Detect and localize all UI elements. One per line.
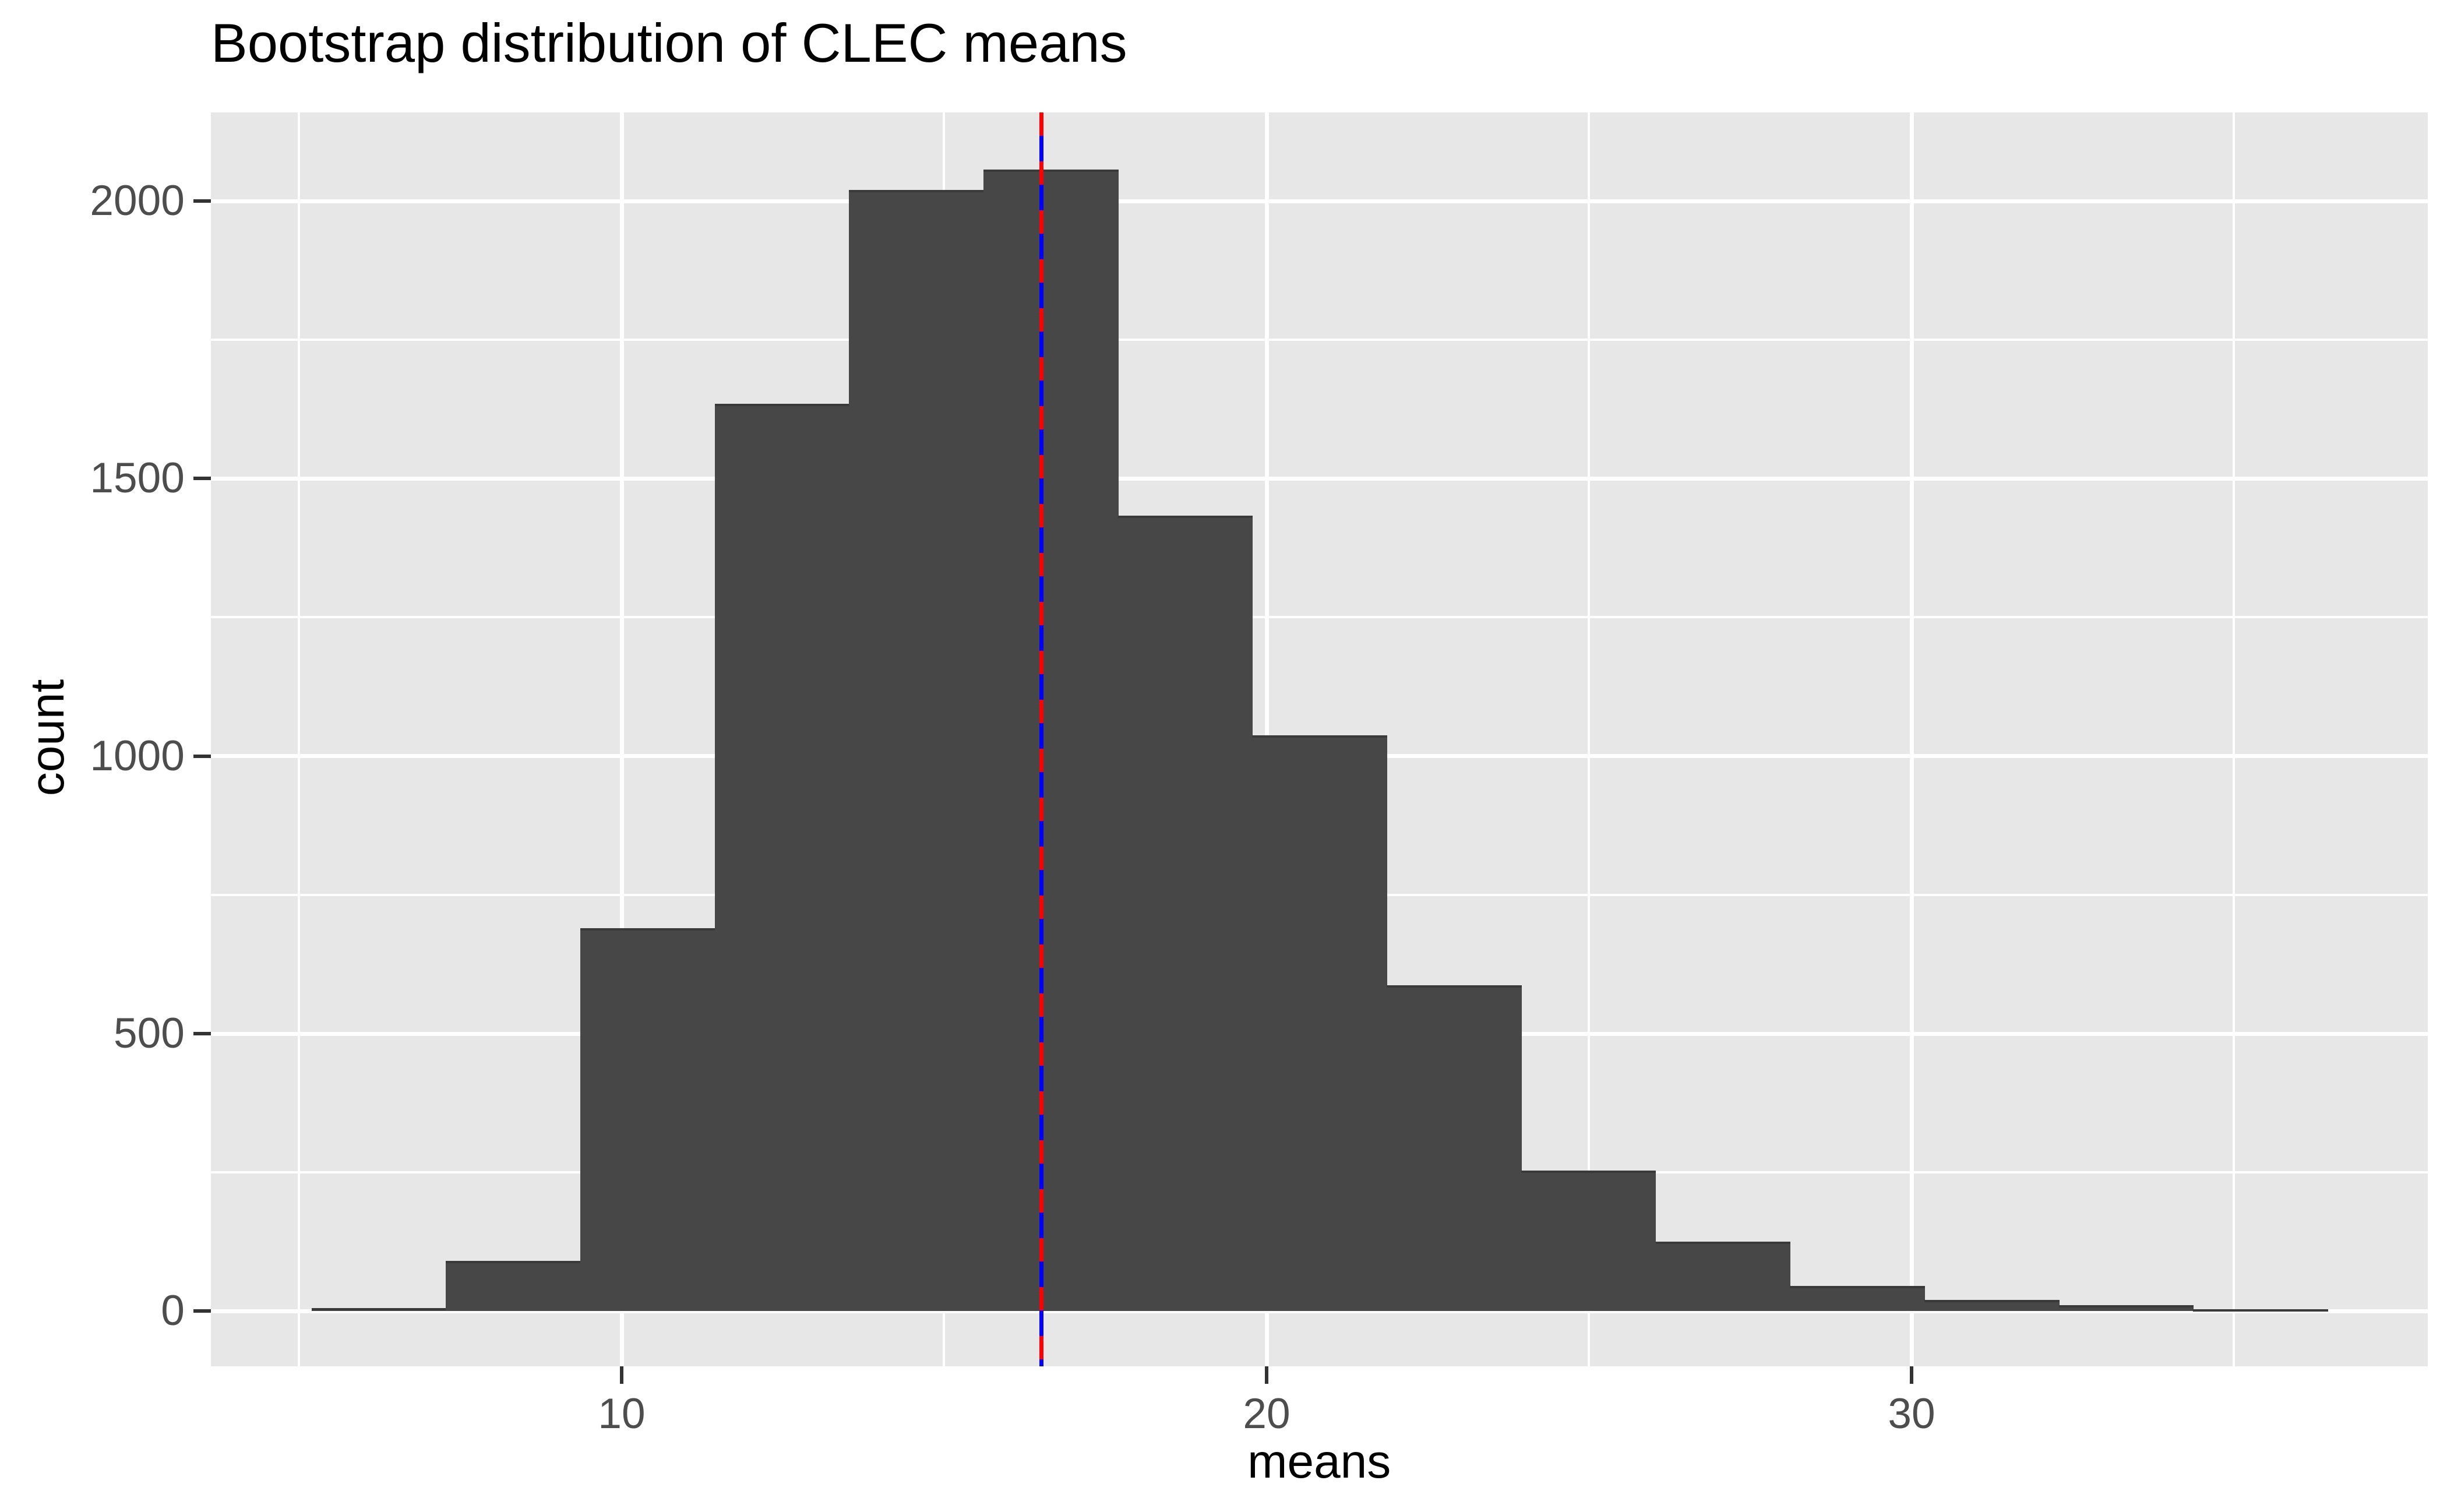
histogram-bar bbox=[2193, 1309, 2328, 1312]
histogram-bar bbox=[311, 1308, 447, 1311]
x-minor-gridline bbox=[2233, 112, 2236, 1367]
y-major-gridline bbox=[210, 1309, 2428, 1313]
x-tick-label: 10 bbox=[598, 1390, 646, 1438]
histogram-bar bbox=[1924, 1299, 2060, 1311]
x-tick-label: 30 bbox=[1888, 1390, 1935, 1438]
y-tick-label: 1500 bbox=[90, 454, 185, 502]
plot-panel bbox=[210, 112, 2428, 1367]
y-tick-label: 0 bbox=[161, 1287, 185, 1334]
histogram-bar bbox=[1790, 1286, 1925, 1311]
histogram-bar bbox=[1655, 1241, 1791, 1311]
histogram-bar bbox=[849, 189, 984, 1311]
histogram-bar bbox=[2058, 1305, 2194, 1311]
histogram-bar bbox=[1252, 735, 1388, 1311]
y-tick-mark bbox=[193, 199, 211, 203]
histogram-bar bbox=[580, 928, 715, 1311]
x-major-gridline bbox=[1909, 112, 1914, 1367]
x-major-gridline bbox=[619, 112, 624, 1367]
y-tick-mark bbox=[193, 1309, 211, 1313]
histogram-bar bbox=[1387, 985, 1522, 1311]
histogram-bar bbox=[1117, 516, 1253, 1311]
y-tick-mark bbox=[193, 1031, 211, 1035]
y-axis-title: count bbox=[21, 679, 74, 796]
chart-title: Bootstrap distribution of CLEC means bbox=[211, 12, 1127, 73]
y-tick-mark bbox=[193, 754, 211, 758]
histogram-bar bbox=[714, 403, 850, 1311]
y-major-gridline bbox=[210, 199, 2428, 203]
y-tick-label: 1000 bbox=[90, 732, 185, 780]
y-tick-label: 2000 bbox=[90, 177, 185, 224]
histogram-bar bbox=[446, 1261, 581, 1311]
histogram-bar bbox=[983, 169, 1119, 1311]
y-major-gridline bbox=[210, 477, 2428, 481]
x-tick-label: 20 bbox=[1243, 1390, 1291, 1438]
y-tick-label: 500 bbox=[114, 1009, 185, 1057]
x-minor-gridline bbox=[1588, 112, 1591, 1367]
mean-vline-red-dashes bbox=[1039, 112, 1044, 1367]
histogram-bar bbox=[1521, 1171, 1656, 1311]
x-minor-gridline bbox=[298, 112, 301, 1367]
x-tick-mark bbox=[1265, 1366, 1268, 1384]
x-axis-title: means bbox=[1247, 1435, 1391, 1488]
x-tick-mark bbox=[1910, 1366, 1913, 1384]
x-tick-mark bbox=[620, 1366, 623, 1384]
y-minor-gridline bbox=[210, 616, 2428, 619]
y-tick-mark bbox=[193, 477, 211, 481]
y-minor-gridline bbox=[210, 339, 2428, 341]
